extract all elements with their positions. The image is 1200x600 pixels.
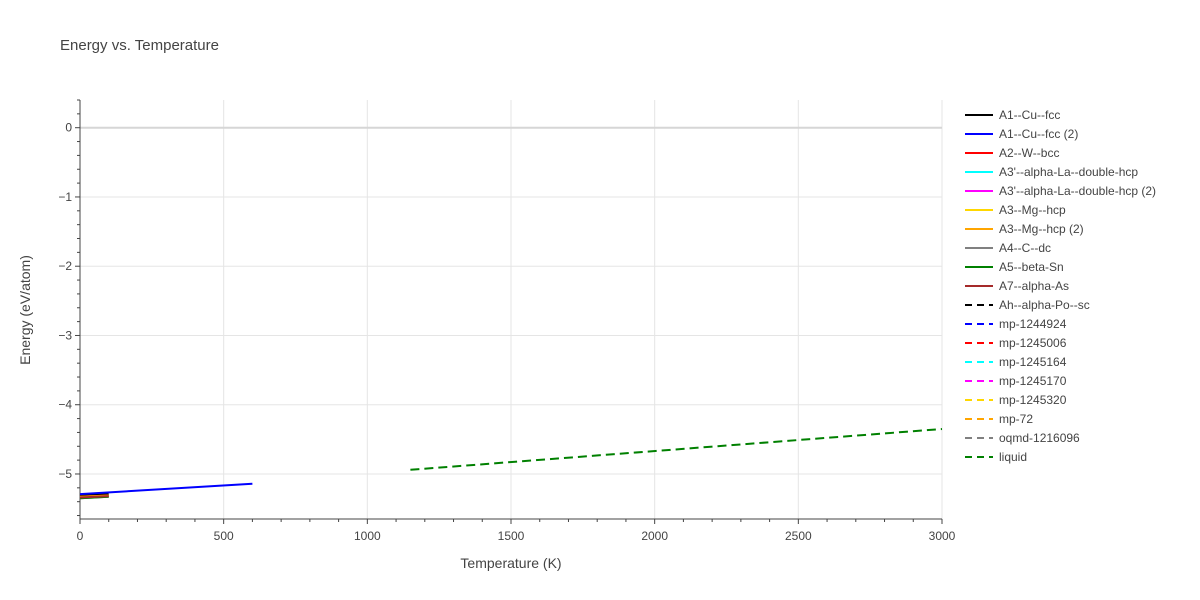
legend-label: A1--Cu--fcc (2) (999, 127, 1078, 141)
x-tick-label: 1500 (498, 529, 525, 543)
y-axis-title: Energy (eV/atom) (17, 255, 33, 365)
legend-label: mp-1245006 (999, 336, 1067, 350)
legend-item-15[interactable]: mp-1245320 (965, 393, 1067, 407)
x-tick-label: 2000 (641, 529, 668, 543)
grid-layer (80, 100, 943, 519)
legend-item-9[interactable]: A7--alpha-As (965, 279, 1069, 293)
legend-item-13[interactable]: mp-1245164 (965, 355, 1067, 369)
legend-label: Ah--alpha-Po--sc (999, 298, 1090, 312)
legend-label: oqmd-1216096 (999, 431, 1080, 445)
legend-label: A3'--alpha-La--double-hcp (2) (999, 184, 1156, 198)
legend-label: A7--alpha-As (999, 279, 1069, 293)
legend-label: mp-72 (999, 412, 1033, 426)
legend-item-11[interactable]: mp-1244924 (965, 317, 1067, 331)
y-tick-label: −1 (58, 190, 72, 204)
legend-label: A3--Mg--hcp (999, 203, 1066, 217)
legend-label: A1--Cu--fcc (999, 108, 1060, 122)
legend-item-5[interactable]: A3--Mg--hcp (965, 203, 1066, 217)
legend-label: A5--beta-Sn (999, 260, 1064, 274)
y-tick-label: −2 (58, 259, 72, 273)
y-tick-label: −3 (58, 328, 72, 342)
y-tick-label: −4 (58, 398, 72, 412)
legend-item-6[interactable]: A3--Mg--hcp (2) (965, 222, 1084, 236)
legend[interactable]: A1--Cu--fcc A1--Cu--fcc (2) A2--W--bcc A3'-… (965, 108, 1156, 464)
legend-item-3[interactable]: A3'--alpha-La--double-hcp (965, 165, 1138, 179)
legend-label: A3--Mg--hcp (2) (999, 222, 1084, 236)
legend-label: A2--W--bcc (999, 146, 1059, 160)
legend-item-18[interactable]: liquid (965, 450, 1027, 464)
series-line-0 (79, 493, 109, 497)
legend-item-2[interactable]: A2--W--bcc (965, 146, 1059, 160)
x-tick-label: 0 (77, 529, 84, 543)
legend-item-7[interactable]: A4--C--dc (965, 241, 1051, 255)
legend-label: A4--C--dc (999, 241, 1051, 255)
legend-item-0[interactable]: A1--Cu--fcc (965, 108, 1060, 122)
legend-label: mp-1245170 (999, 374, 1067, 388)
chart-title: Energy vs. Temperature (60, 37, 219, 54)
legend-item-10[interactable]: Ah--alpha-Po--sc (965, 298, 1090, 312)
series-line-9 (79, 495, 109, 499)
legend-item-1[interactable]: A1--Cu--fcc (2) (965, 127, 1078, 141)
legend-label: mp-1244924 (999, 317, 1067, 331)
legend-label: A3'--alpha-La--double-hcp (999, 165, 1138, 179)
axes-layer (75, 99, 943, 524)
x-tick-label: 1000 (354, 529, 381, 543)
legend-item-8[interactable]: A5--beta-Sn (965, 260, 1064, 274)
x-tick-label: 500 (214, 529, 234, 543)
legend-item-17[interactable]: oqmd-1216096 (965, 431, 1080, 445)
x-tick-label: 3000 (929, 529, 956, 543)
x-tick-label: 2500 (785, 529, 812, 543)
legend-label: liquid (999, 450, 1027, 464)
y-tick-label: −5 (58, 467, 72, 481)
series-line-18 (410, 428, 943, 471)
series-line-1 (79, 482, 253, 496)
legend-item-16[interactable]: mp-72 (965, 412, 1033, 426)
y-tick-label: 0 (65, 121, 72, 135)
tick-labels: 0 500 1000 1500 2000 2500 3000 0 −1 −2 −3 −4 −5 (58, 121, 955, 543)
legend-item-14[interactable]: mp-1245170 (965, 374, 1067, 388)
legend-label: mp-1245164 (999, 355, 1067, 369)
legend-item-12[interactable]: mp-1245006 (965, 336, 1067, 350)
legend-label: mp-1245320 (999, 393, 1067, 407)
series-layer (79, 428, 943, 500)
x-axis-title: Temperature (K) (460, 555, 561, 571)
legend-item-4[interactable]: A3'--alpha-La--double-hcp (2) (965, 184, 1156, 198)
